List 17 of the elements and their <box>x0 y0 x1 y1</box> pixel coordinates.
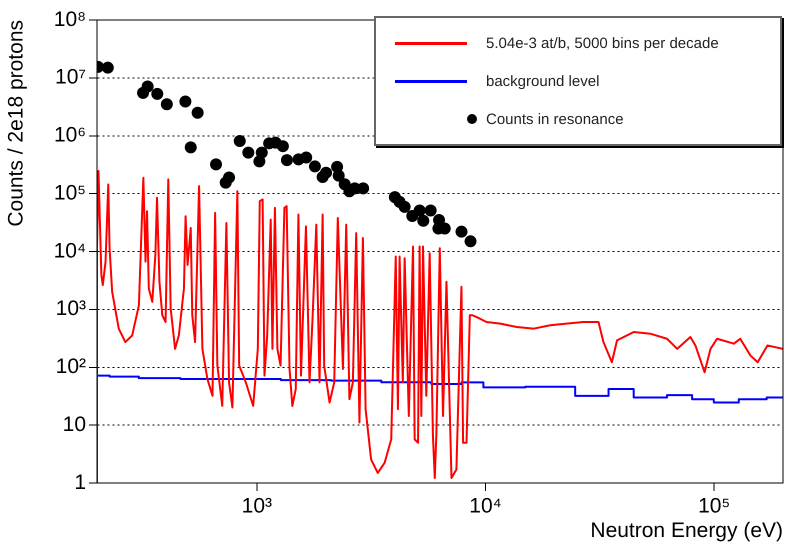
x-tick-label: 10⁵ <box>698 494 730 518</box>
y-tick-label: 10⁶ <box>54 124 86 147</box>
legend-label: Counts in resonance <box>486 110 624 128</box>
y-tick-label: 10⁴ <box>54 239 86 262</box>
legend-label: background level <box>486 72 600 90</box>
x-tick-label: 10⁴ <box>469 494 502 518</box>
y-tick-label: 10⁸ <box>54 8 86 31</box>
y-tick-label: 10³ <box>56 297 86 320</box>
y-tick-label: 10⁷ <box>55 66 86 89</box>
y-tick-label: 10⁵ <box>54 181 86 204</box>
y-tick-label: 1 <box>74 470 86 494</box>
x-axis-title: Neutron Energy (eV) <box>590 519 783 542</box>
legend-label: 5.04e-3 at/b, 5000 bins per decade <box>486 34 719 52</box>
y-axis-title: Counts / 2e18 protons <box>4 20 28 227</box>
x-tick-label: 10³ <box>242 494 272 518</box>
y-tick-label: 10² <box>56 355 86 378</box>
y-tick-label: 10 <box>62 412 86 436</box>
